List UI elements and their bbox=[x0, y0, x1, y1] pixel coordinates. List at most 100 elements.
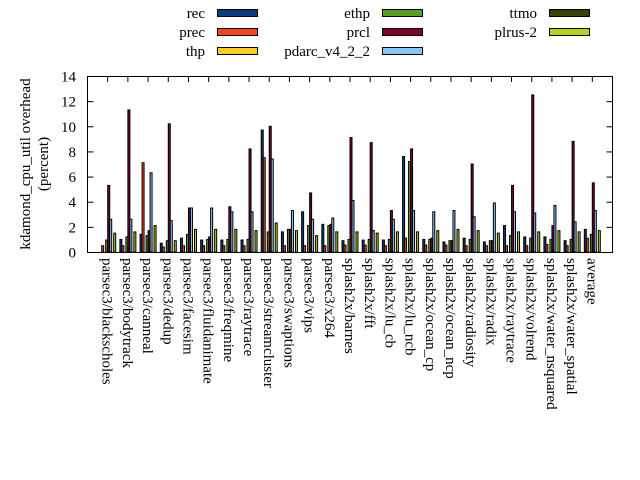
bar-plrus-2 bbox=[416, 231, 420, 253]
bar-prec bbox=[242, 245, 246, 253]
bar-pdarc-v4-2-2 bbox=[472, 216, 476, 253]
bar-prec bbox=[262, 157, 266, 253]
y-tick-label: 2 bbox=[69, 220, 77, 236]
x-tick-label: splash2x/water_spatial bbox=[563, 258, 579, 395]
bar-prec bbox=[343, 244, 347, 253]
bar-plrus-2 bbox=[496, 232, 500, 253]
x-tick-label: splash2x/lu_cb bbox=[381, 258, 397, 348]
bar-pdarc-v4-2-2 bbox=[533, 212, 537, 253]
y-tick-label: 8 bbox=[69, 145, 77, 161]
bar-plrus-2 bbox=[335, 231, 339, 253]
bar-pdarc-v4-2-2 bbox=[573, 221, 577, 253]
legend-label: thp bbox=[186, 44, 205, 60]
bar-plrus-2 bbox=[113, 232, 117, 253]
bar-prec bbox=[404, 237, 408, 253]
bar-pdarc-v4-2-2 bbox=[513, 211, 517, 253]
bar-prec bbox=[181, 245, 185, 253]
bar-prec bbox=[121, 245, 125, 253]
x-tick-label: splash2x/lu_ncb bbox=[402, 258, 418, 356]
bar-prec bbox=[525, 245, 529, 253]
x-tick-label: parsec3/streamcluster bbox=[260, 258, 276, 388]
bar-pdarc-v4-2-2 bbox=[432, 211, 436, 253]
legend-swatch bbox=[549, 28, 590, 36]
bar-plrus-2 bbox=[436, 230, 440, 253]
bar-pdarc-v4-2-2 bbox=[230, 211, 234, 253]
bar-prec bbox=[303, 245, 307, 253]
x-tick-label: parsec3/dedup bbox=[159, 258, 175, 345]
bar-plrus-2 bbox=[517, 231, 521, 253]
bar-prec bbox=[161, 246, 165, 253]
bar-plrus-2 bbox=[375, 232, 379, 253]
legend-label: rec bbox=[187, 6, 206, 22]
legend-label: pdarc_v4_2_2 bbox=[284, 44, 370, 60]
bar-pdarc-v4-2-2 bbox=[250, 211, 254, 253]
bar-plrus-2 bbox=[315, 235, 319, 253]
bar-plrus-2 bbox=[557, 230, 561, 253]
bar-pdarc-v4-2-2 bbox=[593, 210, 597, 253]
x-tick-label: parsec3/blackscholes bbox=[99, 258, 115, 385]
bar-plrus-2 bbox=[274, 222, 278, 253]
y-axis-label-unit: (percent) bbox=[36, 137, 52, 191]
bar-prec bbox=[444, 244, 448, 253]
x-tick-label: splash2x/raytrace bbox=[503, 258, 519, 363]
bar-prec bbox=[464, 245, 468, 253]
bar-plrus-2 bbox=[153, 225, 157, 253]
bar-pdarc-v4-2-2 bbox=[270, 158, 274, 253]
x-tick-label: splash2x/water_nsquared bbox=[543, 258, 559, 410]
y-tick-label: 14 bbox=[61, 70, 77, 86]
bar-pdarc-v4-2-2 bbox=[553, 204, 557, 253]
legend-swatch bbox=[382, 28, 423, 36]
bar-pdarc-v4-2-2 bbox=[189, 207, 193, 253]
y-tick-label: 12 bbox=[61, 95, 76, 111]
legend: rec prec thp ethp prcl pdarc_v4_2_2 ttmo plrus-… bbox=[179, 6, 590, 60]
x-tick-label: average bbox=[583, 258, 599, 305]
bar-prec bbox=[383, 245, 387, 253]
bar-prec bbox=[363, 244, 367, 253]
bar-plrus-2 bbox=[193, 228, 197, 253]
bar-prec bbox=[545, 243, 549, 253]
y-tick-label: 6 bbox=[69, 170, 77, 186]
x-tick-label: parsec3/swaptions bbox=[280, 258, 296, 368]
x-tick-label: parsec3/freqmine bbox=[220, 258, 236, 362]
bar-pdarc-v4-2-2 bbox=[149, 172, 153, 253]
bar-plrus-2 bbox=[173, 240, 177, 253]
bar-prec bbox=[282, 245, 286, 253]
x-tick-label: splash2x/fft bbox=[361, 258, 377, 329]
bar-plrus-2 bbox=[254, 230, 258, 253]
x-tick-label: splash2x/ocean_ncp bbox=[442, 258, 458, 379]
bar-plrus-2 bbox=[214, 228, 218, 253]
x-tick-label: parsec3/facesim bbox=[179, 258, 195, 355]
legend-label: plrus-2 bbox=[495, 25, 538, 41]
bar-plrus-2 bbox=[476, 230, 480, 253]
bar-prec bbox=[505, 245, 509, 253]
bar-prec bbox=[424, 244, 428, 253]
legend-label: prec bbox=[179, 25, 205, 41]
bar-pdarc-v4-2-2 bbox=[109, 218, 113, 253]
x-tick-label: parsec3/vips bbox=[301, 258, 317, 333]
x-tick-label: parsec3/fluidanimate bbox=[200, 258, 216, 384]
bar-prec bbox=[484, 245, 488, 253]
bar-pdarc-v4-2-2 bbox=[452, 210, 456, 253]
bar-prec bbox=[222, 245, 226, 253]
bar-pdarc-v4-2-2 bbox=[290, 210, 294, 253]
x-tick-label: parsec3/x264 bbox=[321, 258, 337, 338]
legend-label: ethp bbox=[344, 6, 370, 22]
bar-plrus-2 bbox=[395, 231, 399, 253]
bar-plrus-2 bbox=[597, 230, 601, 253]
bar-plrus-2 bbox=[294, 230, 298, 253]
legend-label: prcl bbox=[347, 25, 370, 41]
bar-pdarc-v4-2-2 bbox=[331, 217, 335, 253]
legend-label: ttmo bbox=[509, 6, 537, 22]
bars-layer bbox=[101, 94, 601, 253]
x-tick-label: splash2x/radiosity bbox=[462, 258, 478, 368]
bar-pdarc-v4-2-2 bbox=[311, 218, 315, 253]
x-tick-label: splash2x/volrend bbox=[523, 258, 539, 361]
bar-prec bbox=[101, 245, 105, 253]
legend-swatch bbox=[217, 28, 258, 36]
bar-plrus-2 bbox=[133, 231, 137, 253]
bar-prec bbox=[323, 245, 327, 253]
legend-swatch bbox=[382, 47, 423, 55]
bar-pdarc-v4-2-2 bbox=[371, 230, 375, 253]
